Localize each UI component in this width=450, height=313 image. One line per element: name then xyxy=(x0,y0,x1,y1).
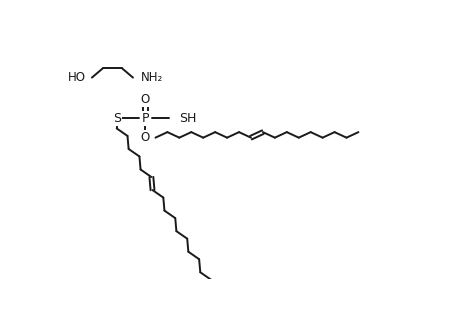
Text: P: P xyxy=(142,112,149,125)
Text: SH: SH xyxy=(179,112,196,125)
Text: O: O xyxy=(141,93,150,106)
Text: O: O xyxy=(141,131,150,144)
Text: S: S xyxy=(112,112,121,125)
Text: NH₂: NH₂ xyxy=(141,71,163,84)
Text: HO: HO xyxy=(68,71,86,84)
